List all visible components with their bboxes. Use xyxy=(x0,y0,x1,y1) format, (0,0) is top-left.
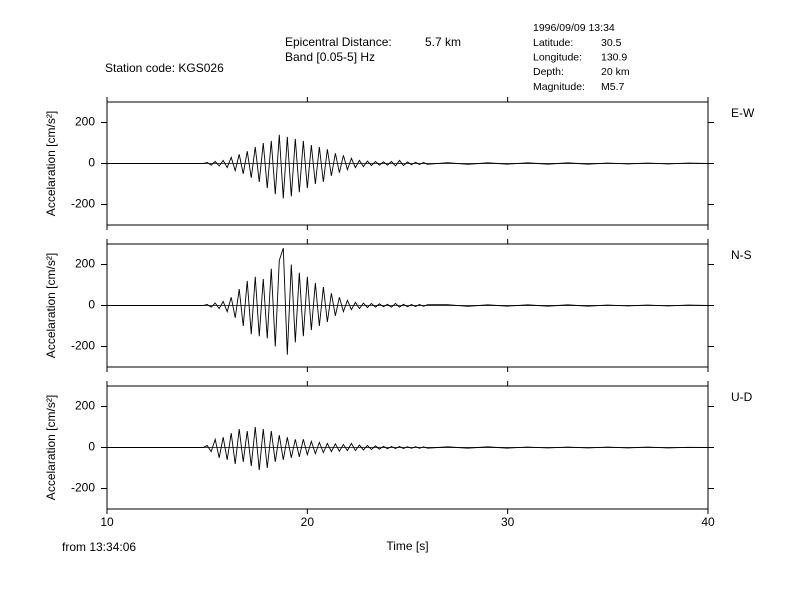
info-value: 30.5 xyxy=(601,37,622,49)
info-value: 130.9 xyxy=(601,51,627,63)
y-tick-label: 200 xyxy=(75,399,95,413)
waveform xyxy=(107,134,709,199)
y-axis-label: Accelaration [cm/s²] xyxy=(44,111,58,216)
date: 1996/09/09 13:34 xyxy=(533,22,615,34)
waveform xyxy=(107,426,709,471)
channel-label: N-S xyxy=(731,248,752,262)
info-label: Depth: xyxy=(533,66,564,78)
epicentral-value: 5.7 km xyxy=(425,35,461,49)
info-label: Longitude: xyxy=(533,51,582,63)
x-axis-label: Time [s] xyxy=(386,539,428,553)
channel-label: E-W xyxy=(731,106,755,120)
info-value: 20 km xyxy=(601,66,630,78)
waveform xyxy=(107,247,709,355)
x-tick-label: 30 xyxy=(501,515,515,529)
y-axis-label: Accelaration [cm/s²] xyxy=(44,395,58,500)
y-tick-label: -200 xyxy=(71,339,95,353)
y-tick-label: 200 xyxy=(75,115,95,129)
y-tick-label: 0 xyxy=(88,298,95,312)
epicentral-label: Epicentral Distance: xyxy=(285,35,392,49)
info-value: M5.7 xyxy=(601,81,625,93)
start-time: from 13:34:06 xyxy=(62,540,136,554)
y-tick-label: 0 xyxy=(88,156,95,170)
y-axis-label: Accelaration [cm/s²] xyxy=(44,253,58,358)
y-tick-label: -200 xyxy=(71,481,95,495)
y-tick-label: 200 xyxy=(75,257,95,271)
x-tick-label: 20 xyxy=(301,515,315,529)
x-tick-label: 10 xyxy=(100,515,114,529)
y-tick-label: -200 xyxy=(71,197,95,211)
info-label: Latitude: xyxy=(533,37,573,49)
channel-label: U-D xyxy=(731,390,753,404)
station: Station code: KGS026 xyxy=(105,61,224,75)
y-tick-label: 0 xyxy=(88,440,95,454)
x-tick-label: 40 xyxy=(701,515,715,529)
info-label: Magnitude: xyxy=(533,81,585,93)
band: Band [0.05-5] Hz xyxy=(285,50,375,64)
